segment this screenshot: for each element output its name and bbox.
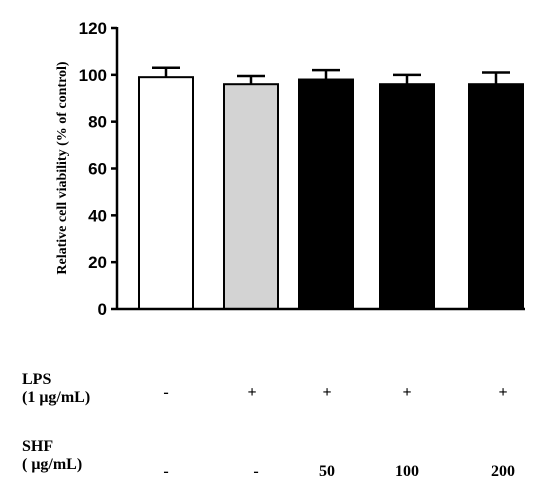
- y-tick-label: 80: [88, 113, 107, 132]
- shf-value: -: [163, 463, 169, 480]
- y-tick-label: 0: [98, 300, 107, 319]
- bars-layer: [138, 66, 524, 311]
- shf-value: 100: [395, 463, 419, 480]
- shf-value: 50: [319, 463, 335, 480]
- y-tick-label: 120: [79, 19, 107, 38]
- bar: [379, 83, 435, 310]
- bar: [298, 78, 354, 311]
- lps-value: -: [163, 384, 169, 401]
- lps-label-line1: LPS: [22, 371, 52, 388]
- bar: [138, 76, 194, 310]
- bar: [223, 83, 279, 310]
- y-axis: 0 20 40 60 80 100 120: [79, 19, 525, 319]
- shf-label-line1: SHF: [22, 438, 54, 455]
- shf-value: -: [253, 463, 259, 480]
- bar: [468, 83, 524, 310]
- lps-label-line2: (1 μg/mL): [22, 389, 91, 406]
- lps-value: +: [247, 384, 257, 401]
- shf-value: 200: [491, 463, 515, 480]
- lps-label: LPS (1 μg/mL): [22, 371, 90, 407]
- bar-chart: Relative cell viability (% of control) 0…: [55, 19, 525, 319]
- y-tick-label: 40: [88, 206, 107, 225]
- lps-value: +: [322, 384, 332, 401]
- y-axis-label: Relative cell viability (% of control): [55, 61, 70, 275]
- y-tick-label: 60: [88, 160, 107, 179]
- shf-label-line2: ( μg/mL): [22, 456, 83, 473]
- lps-value: +: [498, 384, 508, 401]
- y-tick-label: 20: [88, 253, 107, 272]
- y-tick-label: 100: [79, 66, 107, 85]
- shf-label: SHF ( μg/mL): [22, 438, 82, 474]
- lps-value: +: [402, 384, 412, 401]
